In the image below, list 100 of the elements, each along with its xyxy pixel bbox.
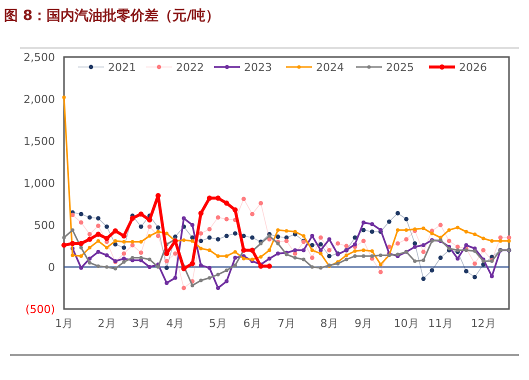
point: [104, 224, 109, 229]
point: [422, 258, 426, 262]
x-tick-label: 10月: [394, 317, 419, 330]
point: [139, 240, 143, 244]
point: [121, 233, 127, 239]
x-tick-label: 4月: [166, 317, 184, 330]
point: [422, 226, 426, 230]
point: [352, 242, 357, 246]
point: [147, 224, 152, 229]
y-tick-label: 1,000: [24, 177, 55, 190]
point: [344, 244, 349, 248]
point: [472, 232, 477, 236]
point: [318, 266, 323, 270]
legend-label: 2026: [459, 61, 487, 74]
point: [216, 272, 220, 276]
point: [198, 263, 203, 268]
point: [396, 241, 400, 246]
legend-label: 2022: [176, 61, 204, 74]
y-tick-label: 2,000: [24, 93, 55, 106]
point: [113, 242, 118, 247]
point: [156, 265, 160, 269]
point: [70, 228, 74, 232]
point: [472, 274, 477, 280]
point: [138, 224, 144, 229]
point: [148, 258, 152, 262]
x-tick-label: 1月: [55, 317, 73, 330]
point: [96, 216, 100, 220]
point: [62, 236, 66, 240]
point: [336, 241, 340, 246]
point: [302, 258, 306, 262]
point: [156, 234, 160, 238]
point: [242, 256, 246, 260]
point: [447, 228, 451, 232]
point: [370, 222, 374, 226]
point: [79, 246, 83, 250]
point: [498, 239, 502, 243]
point: [327, 237, 332, 242]
point: [164, 266, 169, 270]
point: [224, 216, 229, 222]
point: [70, 253, 74, 258]
point: [353, 254, 357, 258]
point: [198, 238, 204, 244]
point: [378, 253, 382, 258]
x-tick-label: 5月: [209, 317, 228, 330]
point: [310, 265, 314, 269]
point: [208, 248, 212, 252]
point: [156, 230, 160, 234]
point: [233, 264, 237, 268]
point: [182, 216, 186, 220]
point: [490, 239, 494, 243]
point: [164, 232, 168, 236]
point: [421, 243, 426, 248]
point: [482, 236, 486, 240]
x-tick-label: 12月: [470, 317, 496, 330]
point: [293, 256, 297, 260]
point: [498, 235, 503, 240]
y-tick-label: 500: [34, 219, 55, 232]
point: [404, 216, 409, 222]
point: [267, 256, 272, 261]
point: [481, 248, 486, 252]
point: [421, 276, 426, 281]
point: [233, 256, 238, 260]
x-tick-label: 11月: [428, 317, 454, 330]
point: [250, 212, 254, 216]
point: [318, 235, 323, 240]
point: [362, 220, 366, 224]
point: [404, 228, 408, 232]
point: [96, 232, 101, 237]
point: [276, 252, 280, 256]
point: [396, 228, 400, 232]
point: [318, 248, 323, 252]
point: [138, 211, 144, 217]
point: [456, 256, 460, 261]
x-tick-label: 9月: [354, 317, 373, 330]
point: [62, 96, 66, 100]
point: [112, 228, 118, 234]
x-tick-label: 2月: [98, 317, 116, 330]
point: [198, 231, 204, 236]
point: [455, 244, 460, 250]
point: [130, 216, 136, 221]
point: [216, 237, 220, 242]
point: [310, 234, 314, 238]
legend-label: 2025: [386, 61, 414, 74]
point: [310, 242, 314, 248]
point: [104, 236, 110, 242]
point: [173, 276, 178, 280]
point: [353, 249, 357, 253]
point: [258, 264, 264, 269]
point: [182, 238, 186, 242]
point: [464, 230, 468, 234]
point: [258, 200, 264, 206]
point: [284, 238, 289, 244]
point: [370, 230, 374, 234]
point: [138, 250, 144, 255]
point: [122, 245, 126, 250]
point: [310, 248, 314, 252]
point: [190, 284, 194, 288]
point: [207, 227, 212, 232]
point: [216, 254, 220, 258]
point: [430, 268, 434, 273]
